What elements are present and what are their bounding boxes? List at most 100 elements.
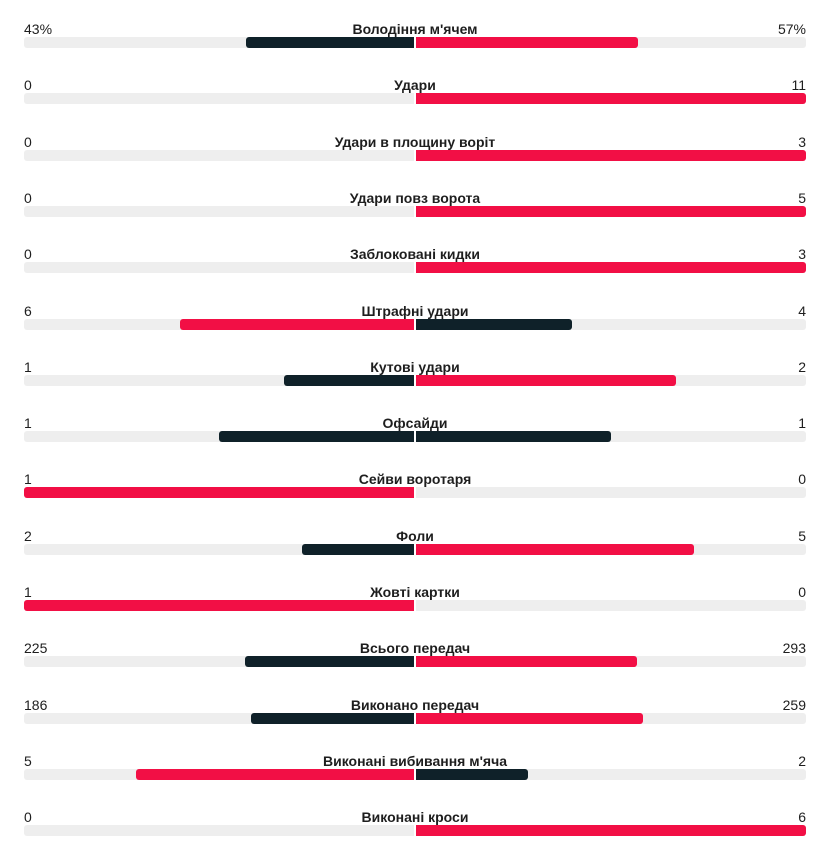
stat-row: 5 Виконані вибивання м'яча 2 [24, 750, 806, 790]
home-bar-track [24, 712, 414, 724]
away-bar-track [416, 318, 806, 330]
home-value: 0 [24, 133, 32, 150]
away-bar-track [416, 93, 806, 105]
stat-bars [24, 768, 806, 780]
stat-label: Виконано передач [350, 696, 480, 713]
stat-label: Володіння м'ячем [352, 21, 478, 37]
stat-label: Виконані вибивання м'яча [323, 752, 507, 769]
stat-values: 0 Заблоковані кидки 3 [24, 243, 806, 265]
away-value: 11 [791, 77, 806, 94]
stat-label: Удари повз ворота [349, 189, 481, 206]
home-bar-fill [245, 656, 414, 668]
home-value: 186 [24, 696, 48, 713]
stat-values: 0 Удари 11 [24, 74, 806, 96]
stat-row: 0 Удари 11 [24, 74, 806, 114]
home-bar-track [24, 600, 414, 611]
away-value: 3 [798, 133, 806, 150]
home-bar-track [24, 205, 414, 217]
stat-values: 1 Кутові удари 2 [24, 356, 806, 378]
stat-row: 0 Виконані кроси 6 [24, 806, 806, 846]
away-bar-track [416, 431, 806, 443]
away-bar-fill [416, 768, 528, 780]
away-value: 293 [782, 640, 806, 657]
stat-label: Заблоковані кидки [349, 246, 481, 263]
stat-bars [24, 712, 806, 724]
away-value: 3 [798, 246, 806, 263]
home-value: 0 [24, 809, 32, 826]
stat-label: Всього передач [359, 640, 471, 657]
home-bar-fill [136, 768, 414, 780]
stat-bars [24, 205, 806, 217]
home-bar-fill [219, 431, 414, 443]
stat-label: Штрафні удари [361, 302, 469, 319]
stat-row: 43% Володіння м'ячем 57% [24, 18, 806, 58]
stat-bars [24, 825, 806, 837]
home-value: 1 [24, 358, 32, 375]
away-value: 0 [798, 471, 806, 488]
home-bar-fill [284, 374, 414, 386]
stat-bars [24, 431, 806, 443]
stat-bars [24, 656, 806, 668]
away-value: 2 [798, 358, 806, 375]
stat-values: 1 Офсайди 1 [24, 412, 806, 434]
stat-bars [24, 93, 806, 105]
stat-row: 0 Удари в площину воріт 3 [24, 131, 806, 171]
away-bar-track [416, 712, 806, 724]
away-bar-track [416, 37, 806, 48]
home-bar-track [24, 318, 414, 330]
home-bar-track [24, 93, 414, 105]
stat-values: 1 Жовті картки 0 [24, 581, 806, 603]
stat-values: 0 Удари в площину воріт 3 [24, 131, 806, 153]
away-bar-track [416, 374, 806, 386]
home-bar-fill [246, 37, 414, 48]
away-bar-fill [416, 543, 694, 555]
home-value: 0 [24, 77, 32, 94]
stat-values: 6 Штрафні удари 4 [24, 300, 806, 322]
stat-values: 0 Удари повз ворота 5 [24, 187, 806, 209]
stat-bars [24, 318, 806, 330]
away-value: 2 [798, 752, 806, 769]
home-value: 1 [24, 584, 32, 600]
home-value: 43% [24, 21, 53, 37]
stat-row: 1 Сейви воротаря 0 [24, 468, 806, 508]
home-value: 1 [24, 471, 32, 488]
stat-label: Жовті картки [370, 584, 460, 600]
away-bar-fill [416, 262, 806, 274]
away-bar-fill [416, 205, 806, 217]
home-bar-fill [180, 318, 414, 330]
stat-row: 1 Кутові удари 2 [24, 356, 806, 396]
stat-bars [24, 487, 806, 499]
away-bar-track [416, 487, 806, 499]
away-value: 5 [798, 189, 806, 206]
home-bar-fill [302, 543, 414, 555]
stat-row: 225 Всього передач 293 [24, 637, 806, 677]
away-value: 6 [798, 809, 806, 826]
stat-bars [24, 543, 806, 555]
stat-row: 6 Штрафні удари 4 [24, 300, 806, 340]
away-value: 259 [782, 696, 806, 713]
stat-bars [24, 37, 806, 48]
stat-values: 225 Всього передач 293 [24, 637, 806, 659]
home-value: 225 [24, 640, 48, 657]
home-value: 6 [24, 302, 32, 319]
home-bar-track [24, 825, 414, 837]
stat-values: 0 Виконані кроси 6 [24, 806, 806, 828]
away-bar-track [416, 768, 806, 780]
home-bar-track [24, 374, 414, 386]
home-bar-track [24, 431, 414, 443]
away-bar-track [416, 656, 806, 668]
home-bar-track [24, 543, 414, 555]
stat-values: 2 Фоли 5 [24, 525, 806, 547]
stat-bars [24, 374, 806, 386]
home-bar-track [24, 37, 414, 48]
away-value: 1 [798, 415, 806, 432]
away-bar-track [416, 149, 806, 161]
stat-values: 43% Володіння м'ячем 57% [24, 18, 806, 40]
stat-row: 0 Удари повз ворота 5 [24, 187, 806, 227]
stat-row: 1 Офсайди 1 [24, 412, 806, 452]
away-bar-fill [416, 318, 572, 330]
stat-label: Сейви воротаря [358, 471, 472, 488]
away-bar-track [416, 600, 806, 611]
away-bar-track [416, 262, 806, 274]
away-bar-fill [416, 149, 806, 161]
